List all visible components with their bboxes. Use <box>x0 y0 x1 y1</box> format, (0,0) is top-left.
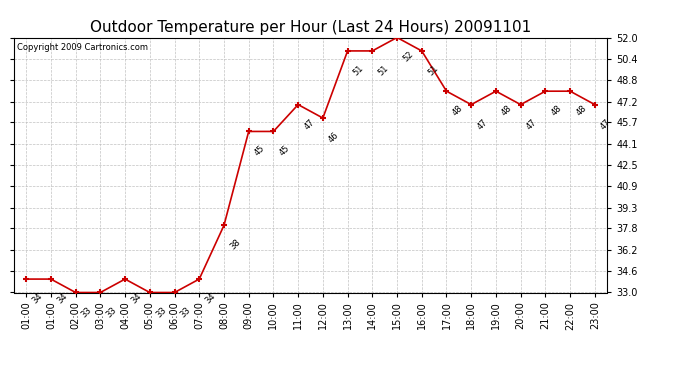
Title: Outdoor Temperature per Hour (Last 24 Hours) 20091101: Outdoor Temperature per Hour (Last 24 Ho… <box>90 20 531 35</box>
Text: 33: 33 <box>154 305 168 319</box>
Text: 48: 48 <box>451 104 464 117</box>
Text: 48: 48 <box>549 104 564 117</box>
Text: 47: 47 <box>475 117 489 131</box>
Text: 47: 47 <box>525 117 539 131</box>
Text: 51: 51 <box>377 63 391 77</box>
Text: 52: 52 <box>401 50 415 64</box>
Text: 38: 38 <box>228 238 242 252</box>
Text: 34: 34 <box>55 292 69 306</box>
Text: 34: 34 <box>30 292 44 306</box>
Text: 34: 34 <box>204 292 217 306</box>
Text: 33: 33 <box>179 305 193 319</box>
Text: 51: 51 <box>352 63 366 77</box>
Text: 33: 33 <box>80 305 94 319</box>
Text: 33: 33 <box>104 305 119 319</box>
Text: 47: 47 <box>599 117 613 131</box>
Text: 46: 46 <box>327 130 341 144</box>
Text: 48: 48 <box>574 104 588 117</box>
Text: 45: 45 <box>253 144 266 158</box>
Text: 47: 47 <box>302 117 316 131</box>
Text: 51: 51 <box>426 63 440 77</box>
Text: 48: 48 <box>500 104 514 117</box>
Text: 45: 45 <box>277 144 291 158</box>
Text: 34: 34 <box>129 292 143 306</box>
Text: Copyright 2009 Cartronics.com: Copyright 2009 Cartronics.com <box>17 43 148 52</box>
